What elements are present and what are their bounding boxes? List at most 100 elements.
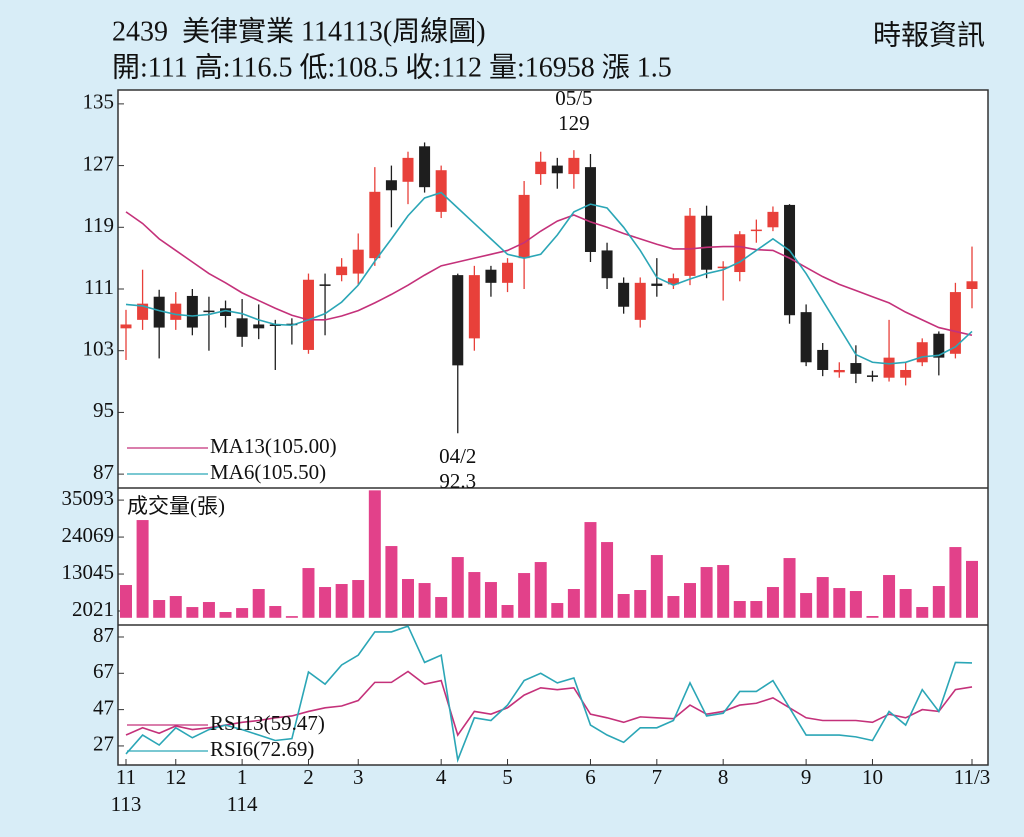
- source: 時報資訊: [873, 19, 985, 51]
- y-tick-label: 103: [83, 337, 115, 361]
- chart-title: 2439 美律實業 114113(周線圖): [112, 15, 486, 47]
- volume-bar: [800, 593, 813, 618]
- indicator-line: [125, 670, 973, 737]
- volume-bar: [866, 616, 879, 618]
- y-tick-label: 24069: [62, 523, 115, 547]
- candle-body: [402, 157, 414, 182]
- candle-body: [900, 369, 912, 378]
- annotation-value: 92.3: [439, 469, 476, 493]
- volume-bar: [899, 589, 912, 618]
- volume-bar: [949, 547, 962, 618]
- volume-bar: [783, 558, 796, 618]
- candle-body: [717, 266, 729, 269]
- candle-body: [419, 146, 431, 188]
- x-year-label: 114: [227, 792, 258, 816]
- volume-bar: [252, 589, 265, 618]
- price-info: 開:111 高:116.5 低:108.5 收:112 量:16958 漲 1.…: [112, 51, 672, 83]
- volume-bar: [634, 590, 647, 618]
- volume-bar: [518, 573, 531, 618]
- volume-bar: [202, 602, 215, 618]
- volume-bar: [932, 586, 945, 618]
- volume-bar: [385, 546, 398, 618]
- y-tick-label: 87: [93, 460, 114, 484]
- candle-body: [833, 369, 845, 373]
- indicator-line: [125, 211, 973, 337]
- volume-bar: [567, 589, 580, 618]
- candle-body: [966, 281, 978, 289]
- candle-body: [584, 167, 596, 252]
- volume-bar: [733, 601, 746, 618]
- x-tick-label: 11: [116, 765, 136, 789]
- volume-bar: [269, 606, 282, 618]
- candle-body: [120, 324, 132, 329]
- y-tick-label: 67: [93, 659, 114, 683]
- volume-bar: [750, 601, 763, 618]
- candle-body: [535, 161, 547, 175]
- y-tick-label: 95: [93, 398, 114, 422]
- volume-bar: [352, 580, 365, 618]
- volume-bar: [186, 607, 199, 618]
- candle-body: [170, 303, 182, 320]
- candle-body: [319, 284, 331, 286]
- candle-body: [452, 275, 464, 366]
- volume-bar: [120, 585, 132, 618]
- candle-body: [866, 375, 878, 377]
- annotation-value: 129: [558, 111, 590, 135]
- candle-body: [618, 282, 630, 307]
- volume-bar: [684, 583, 696, 618]
- volume-bar: [700, 567, 713, 618]
- indicator-line: [125, 191, 973, 365]
- candle-body: [684, 215, 696, 276]
- x-tick-label: 12: [165, 765, 186, 789]
- candle-body: [302, 279, 314, 350]
- legend-label: RSI6(72.69): [210, 737, 314, 761]
- candle-body: [336, 266, 348, 276]
- candle-body: [153, 296, 165, 328]
- candle-body: [850, 363, 862, 374]
- candle-body: [667, 278, 679, 285]
- volume-bar: [484, 582, 497, 618]
- x-tick-label: 9: [801, 765, 812, 789]
- plot-frame: [117, 89, 989, 766]
- candle-body: [435, 170, 447, 212]
- volume-bar: [153, 600, 166, 618]
- x-tick-label: 7: [652, 765, 663, 789]
- volume-bar: [534, 562, 547, 618]
- candle-body: [767, 211, 779, 228]
- y-tick-label: 35093: [62, 486, 115, 510]
- volume-bar: [617, 594, 630, 618]
- candle-body: [568, 157, 580, 175]
- volume-bar: [766, 587, 779, 618]
- candle-body: [220, 308, 232, 316]
- volume-bar: [833, 588, 846, 618]
- volume-bar: [584, 522, 597, 618]
- volume-bar: [435, 597, 448, 618]
- y-tick-label: 27: [93, 732, 114, 756]
- candle-body: [186, 295, 198, 328]
- indicator-line: [125, 625, 973, 763]
- candle-body: [369, 191, 381, 259]
- legend-label: MA13(105.00): [210, 434, 337, 458]
- candle-body: [352, 249, 364, 274]
- candle-body: [468, 275, 480, 339]
- volume-bar: [219, 612, 232, 618]
- x-tick-label: 5: [502, 765, 513, 789]
- x-tick-label: 8: [718, 765, 729, 789]
- candle-body: [551, 165, 563, 174]
- volume-bar: [551, 603, 564, 618]
- volume-bar: [319, 587, 332, 618]
- candle-body: [750, 229, 762, 232]
- volume-bar: [451, 557, 464, 618]
- candle-body: [502, 262, 514, 283]
- y-tick-label: 2021: [72, 597, 114, 621]
- x-tick-label: 3: [353, 765, 364, 789]
- annotation-date: 04/2: [439, 444, 476, 468]
- volume-bar: [285, 616, 298, 618]
- x-tick-label: 10: [862, 765, 883, 789]
- candle-body: [253, 324, 265, 329]
- volume-bar: [418, 583, 431, 618]
- volume-bar: [468, 572, 481, 618]
- candle-body: [883, 357, 895, 378]
